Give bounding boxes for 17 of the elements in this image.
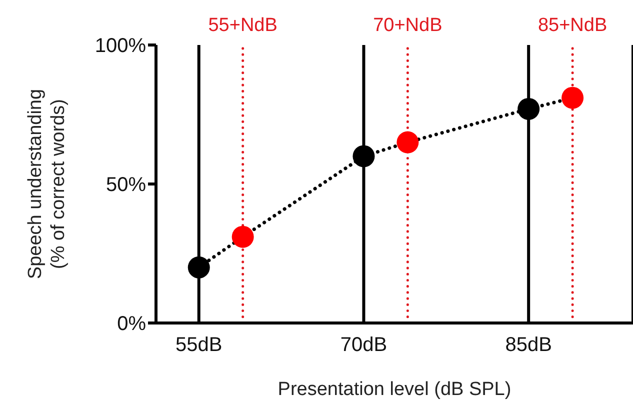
x-tick-label: 85dB [505, 334, 552, 356]
y-axis-title: Speech understanding (% of correct words) [25, 88, 69, 280]
y-tick-label: 50% [106, 174, 146, 196]
ref-line-label: 85+NdB [538, 15, 608, 36]
point [352, 145, 375, 168]
y-tick-label: 100% [94, 35, 146, 58]
point [518, 98, 540, 120]
point [188, 256, 210, 278]
ref-line-label: 55+NdB [208, 15, 278, 36]
y-tick-label: 0% [117, 313, 146, 336]
point [232, 226, 254, 248]
x-axis-title: Presentation level (dB SPL) [278, 379, 512, 400]
x-tick-label: 70dB [340, 334, 388, 356]
point [562, 86, 584, 109]
ref-line-label: 70+NdB [373, 15, 442, 36]
x-tick-label: 55dB [176, 334, 222, 356]
point [396, 131, 419, 154]
